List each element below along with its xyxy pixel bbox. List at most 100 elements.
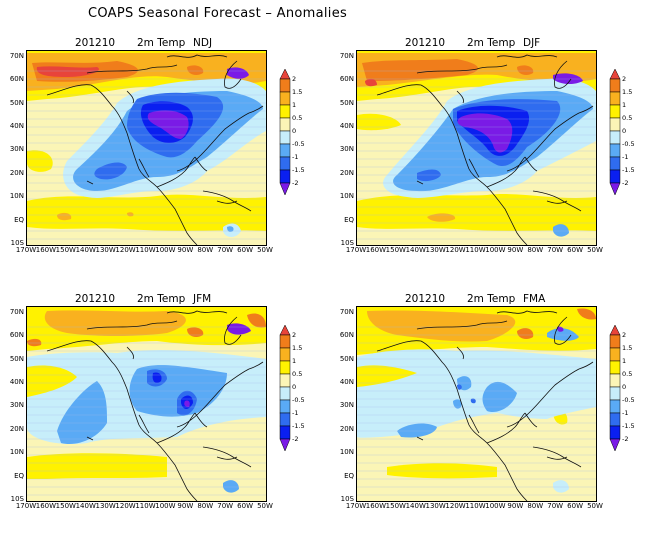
x-tick-label: 70W xyxy=(547,246,564,254)
x-tick-label: 170W xyxy=(345,502,367,510)
colorbar-label: 0.5 xyxy=(292,113,303,122)
y-tick-label: 40N xyxy=(9,122,24,131)
colorbar-label: -1.5 xyxy=(622,421,635,430)
x-tick-label: 100W xyxy=(155,502,176,510)
colorbar-min-arrow xyxy=(279,182,291,196)
y-tick-label: 60N xyxy=(9,75,24,84)
map-svg xyxy=(27,51,266,245)
anomaly-map xyxy=(26,306,267,502)
colorbar-min-arrow xyxy=(609,182,621,196)
x-tick-label: 170W xyxy=(15,502,37,510)
colorbar-label: -0.5 xyxy=(622,139,635,148)
anomaly-contour xyxy=(223,480,239,493)
y-tick-label: 30N xyxy=(339,401,354,410)
anomaly-contour xyxy=(517,65,534,75)
colorbar-label: -1.5 xyxy=(292,165,305,174)
colorbar-label: 0.5 xyxy=(622,369,633,378)
colorbar: 2 1.5 1 0.5 0 -0.5 -1 -1.5 -2 xyxy=(609,68,649,219)
colorbar-label: -1 xyxy=(292,152,299,161)
forecast-panel-djf: 201210 2m Temp DJF 70N 60N 50N 40N 30N 20N 10N EQ 1… xyxy=(330,37,650,277)
y-tick-label: 60N xyxy=(339,331,354,340)
colorbar-swatch xyxy=(609,360,621,375)
colorbar-swatch xyxy=(279,347,291,362)
x-tick-label: 50W xyxy=(257,246,273,254)
coastline xyxy=(376,54,594,245)
map-svg xyxy=(357,51,596,245)
x-tick-label: 60W xyxy=(237,246,253,254)
anomaly-contour xyxy=(453,399,462,409)
anomaly-contour xyxy=(127,212,134,217)
coastline xyxy=(46,310,264,501)
anomaly-contour xyxy=(184,400,190,407)
anomaly-contour xyxy=(44,310,186,336)
y-tick-label: EQ xyxy=(344,215,354,224)
x-tick-label: 50W xyxy=(257,502,273,510)
y-tick-label: 70N xyxy=(339,308,354,316)
panel-date: 201210 xyxy=(75,37,116,49)
colorbar-swatch xyxy=(279,399,291,414)
map-svg xyxy=(357,307,596,501)
y-tick-label: 40N xyxy=(339,122,354,131)
panel-variable: 2m Temp xyxy=(467,293,516,305)
x-tick-label: 60W xyxy=(567,246,583,254)
colorbar-label: 0.5 xyxy=(292,369,303,378)
x-tick-label: 130W xyxy=(425,246,446,254)
y-tick-label: 10N xyxy=(9,192,24,201)
coastline xyxy=(46,54,264,245)
x-tick-label: 80W xyxy=(197,246,214,254)
anomaly-contour xyxy=(27,453,167,479)
anomaly-contour xyxy=(397,423,437,438)
anomaly-contour xyxy=(227,226,234,232)
y-tick-label: 10N xyxy=(339,192,354,201)
panel-season: NDJ xyxy=(193,37,213,49)
y-tick-label: 40N xyxy=(9,378,24,387)
y-tick-label: 60N xyxy=(9,331,24,340)
colorbar-swatch xyxy=(279,91,291,106)
colorbar-swatch xyxy=(279,169,291,184)
colorbar-label: -1 xyxy=(622,152,629,161)
panel-season: DJF xyxy=(523,37,541,49)
anomaly-contour xyxy=(547,328,579,341)
colorbar-label: 0.5 xyxy=(622,113,633,122)
panel-variable: 2m Temp xyxy=(137,293,186,305)
colorbar-swatch xyxy=(609,373,621,388)
anomaly-contour xyxy=(36,66,99,77)
colorbar-label: 0 xyxy=(292,126,297,135)
colorbar: 2 1.5 1 0.5 0 -0.5 -1 -1.5 -2 xyxy=(609,324,649,475)
anomaly-contour xyxy=(187,327,204,337)
colorbar-svg xyxy=(279,68,291,196)
colorbar-min-arrow xyxy=(279,438,291,452)
x-tick-label: 160W xyxy=(35,502,57,510)
colorbar-label: 1.5 xyxy=(292,343,303,352)
colorbar-label: 1 xyxy=(622,356,627,365)
colorbar-swatch xyxy=(279,334,291,349)
anomaly-contour xyxy=(553,480,569,493)
y-tick-label: 10S xyxy=(340,494,354,503)
colorbar-swatch xyxy=(609,399,621,414)
y-tick-label: EQ xyxy=(14,471,24,480)
anomaly-map xyxy=(356,50,597,246)
y-tick-label: 10S xyxy=(10,238,24,247)
anomaly-contour xyxy=(57,381,107,445)
colorbar-swatch xyxy=(279,117,291,132)
colorbar-swatch xyxy=(609,91,621,106)
x-tick-label: 150W xyxy=(55,502,76,510)
colorbar-label: -2 xyxy=(622,434,629,443)
x-tick-label: 90W xyxy=(177,246,194,254)
colorbar-swatch xyxy=(609,143,621,158)
colorbar-label: 1.5 xyxy=(622,87,633,96)
x-tick-label: 130W xyxy=(95,246,116,254)
panel-date: 201210 xyxy=(405,37,446,49)
x-tick-label: 90W xyxy=(507,502,524,510)
colorbar-swatch xyxy=(279,143,291,158)
anomaly-contour xyxy=(553,224,569,237)
colorbar-swatch xyxy=(609,386,621,401)
x-tick-label: 120W xyxy=(445,502,466,510)
anomaly-contour xyxy=(227,67,249,79)
forecast-panel-jfm: 201210 2m Temp JFM 70N 60N 50N 40N 30N 20N 10N EQ 1… xyxy=(0,293,320,533)
x-tick-label: 140W xyxy=(405,246,426,254)
y-tick-label: 30N xyxy=(339,145,354,154)
colorbar-svg xyxy=(609,324,621,452)
anomaly-contour xyxy=(517,328,534,339)
y-tick-label: 20N xyxy=(9,168,24,177)
